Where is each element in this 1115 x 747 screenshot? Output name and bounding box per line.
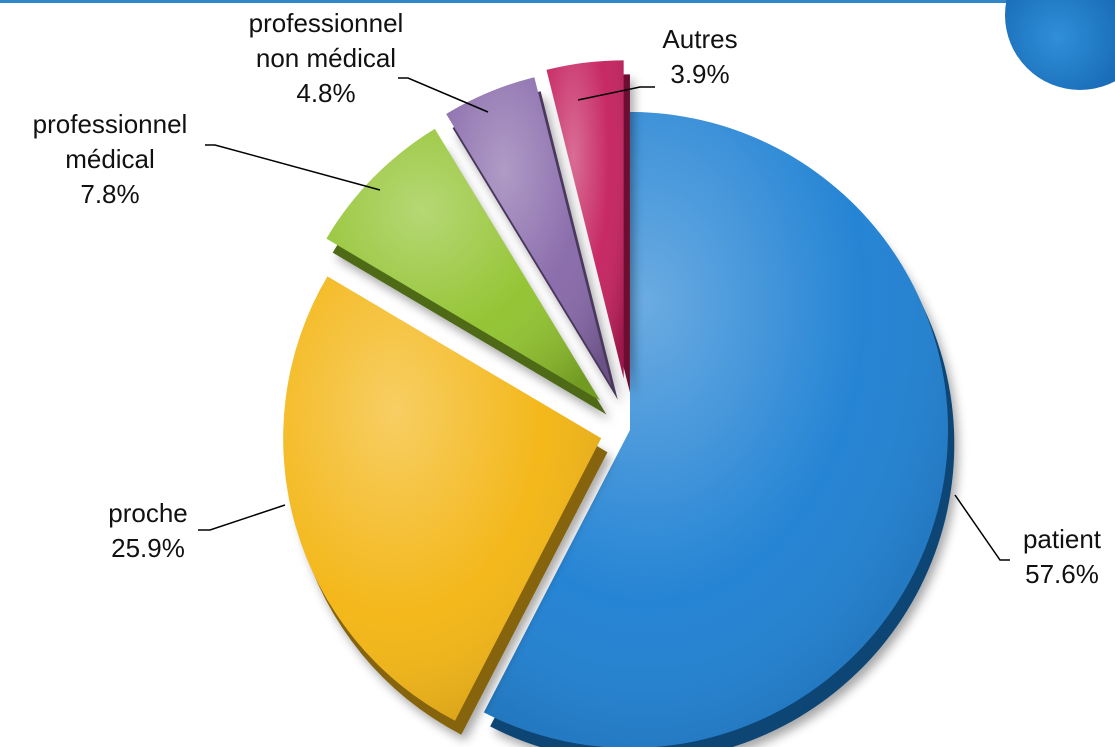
pie-slice-patient: [483, 112, 955, 747]
data-label-pct-professionnel-medical: 7.8%: [80, 179, 139, 209]
pie-slice-gloss-professionnel-non-medical: [446, 77, 612, 386]
pie-slice-Autres: [546, 60, 630, 393]
pie-slice-professionnel-medical: [326, 128, 607, 415]
data-label-pct-Autres: 3.9%: [670, 59, 729, 89]
data-label-pct-professionnel-non-medical: 4.8%: [296, 78, 355, 108]
pie-slice-gloss-Autres: [546, 60, 624, 379]
leader-line-proche: [198, 504, 286, 531]
data-label-name-proche: proche: [108, 498, 188, 528]
data-label-name-patient: patient: [1023, 524, 1102, 554]
leader-line-Autres: [577, 86, 655, 101]
data-label-name-Autres: Autres: [662, 24, 737, 54]
data-label-name-professionnel-non-medical: professionnel: [249, 8, 404, 38]
data-label-pct-patient: 57.6%: [1025, 559, 1099, 589]
data-label-name-professionnel-non-medical: non médical: [256, 43, 396, 73]
top-rule: [0, 0, 1080, 3]
pie-slice-professionnel-non-medical: [446, 77, 618, 400]
pie-slice-gloss-proche: [283, 276, 602, 721]
leader-line-professionnel-medical: [205, 144, 381, 191]
pie-slice-gloss-professionnel-medical: [326, 128, 601, 401]
data-label-name-professionnel-medical: professionnel: [33, 109, 188, 139]
data-label-name-professionnel-medical: médical: [65, 144, 155, 174]
pie-slice-gloss-patient: [483, 112, 948, 747]
leader-line-patient: [954, 494, 1010, 561]
pie-slice-proche: [283, 276, 608, 735]
leader-line-professionnel-non-medical: [398, 77, 489, 113]
data-label-pct-proche: 25.9%: [111, 533, 185, 563]
